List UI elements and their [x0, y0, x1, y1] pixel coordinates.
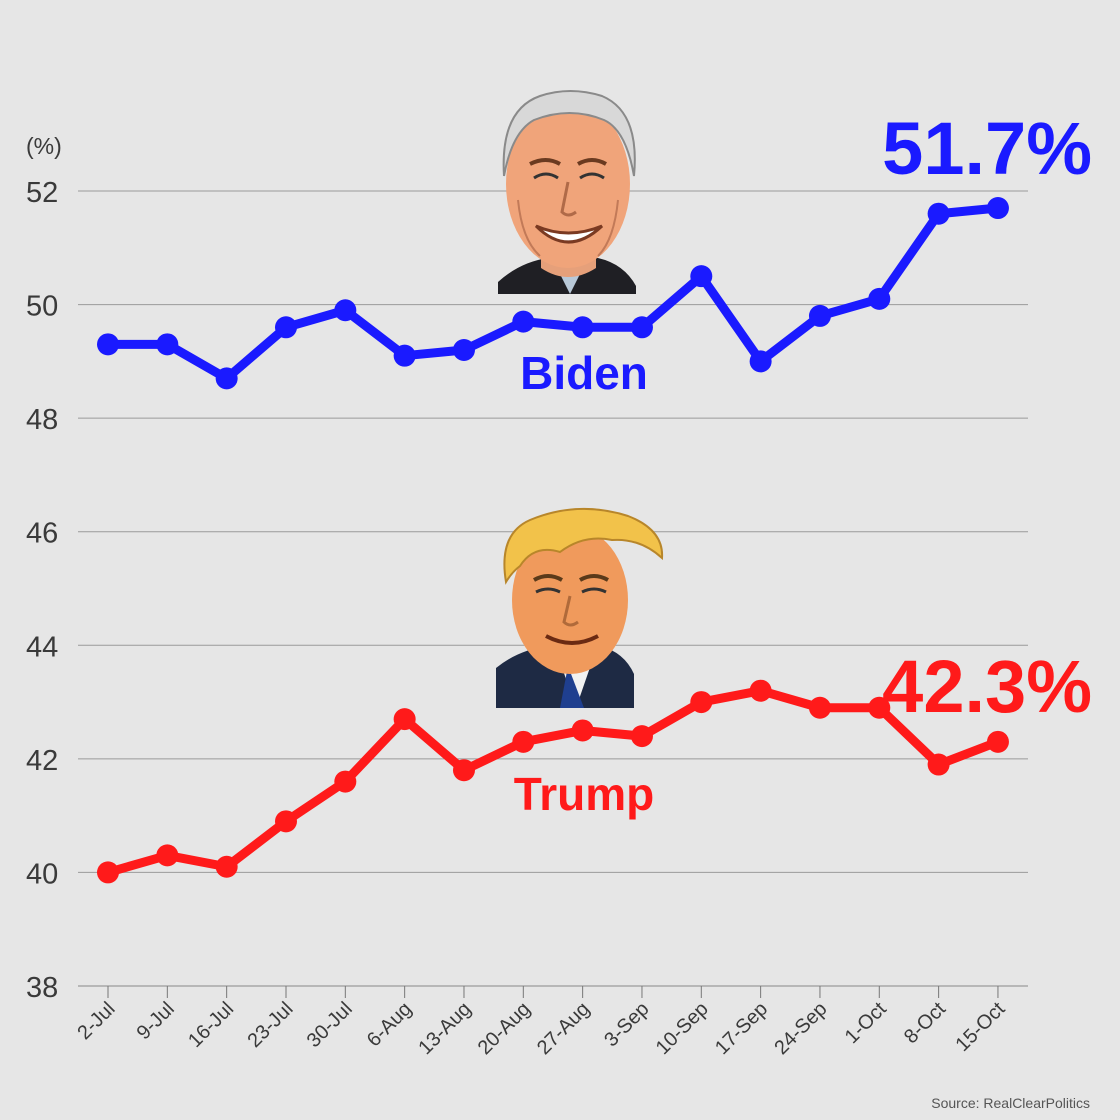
- data-point: [334, 299, 357, 322]
- data-point: [868, 287, 891, 310]
- data-point: [927, 753, 950, 776]
- data-point: [690, 691, 713, 714]
- data-point: [690, 265, 713, 288]
- x-tick-label: 3-Sep: [600, 998, 653, 1051]
- end-value-label: 42.3%: [882, 645, 1092, 728]
- x-tick-label: 24-Sep: [770, 998, 831, 1059]
- data-point: [749, 679, 772, 702]
- data-point: [97, 333, 119, 356]
- data-point: [512, 310, 535, 333]
- data-point: [452, 759, 475, 782]
- x-tick-label: 30-Jul: [303, 998, 357, 1052]
- y-tick-label: 44: [26, 631, 58, 663]
- source-note: Source: RealClearPolitics: [931, 1095, 1090, 1111]
- series-line: [103, 686, 1003, 877]
- data-point: [868, 696, 891, 719]
- x-tick-label: 17-Sep: [711, 998, 772, 1059]
- data-point: [808, 304, 831, 327]
- data-point: [334, 770, 357, 793]
- series-layer: Biden 51.7% Trump 42.3%: [97, 107, 1092, 884]
- x-tick-label: 23-Jul: [243, 998, 297, 1052]
- y-tick-label: 50: [26, 291, 58, 323]
- y-tick-label: 40: [26, 858, 58, 890]
- x-tick-label: 1-Oct: [841, 998, 891, 1048]
- series-name-label: Trump: [514, 768, 655, 820]
- x-tick-label: 13-Aug: [414, 998, 475, 1059]
- x-tick-label: 27-Aug: [533, 998, 594, 1059]
- data-point: [630, 316, 653, 339]
- trump-portrait-icon: [496, 507, 664, 708]
- y-axis: (%) 38 40 42 44 46 48 50 52: [26, 133, 62, 1004]
- x-tick-label: 9-Jul: [133, 998, 179, 1044]
- data-point: [97, 861, 119, 884]
- series-line: [103, 203, 1003, 383]
- data-point: [274, 810, 297, 833]
- y-tick-label: 48: [26, 404, 58, 436]
- y-tick-label: 46: [26, 518, 58, 550]
- data-point: [808, 696, 831, 719]
- data-point: [571, 719, 594, 742]
- data-point: [215, 367, 238, 390]
- data-point: [393, 708, 416, 731]
- data-point: [512, 730, 535, 753]
- data-point: [630, 725, 653, 748]
- x-tick-label: 16-Jul: [184, 998, 238, 1052]
- data-point: [986, 197, 1009, 220]
- data-point: [156, 844, 179, 867]
- data-point: [215, 855, 238, 878]
- y-tick-label: 38: [26, 972, 58, 1004]
- series-trump: Trump 42.3%: [97, 645, 1092, 884]
- x-tick-label: 10-Sep: [652, 998, 713, 1059]
- biden-portrait-icon: [498, 90, 636, 294]
- y-tick-label: 42: [26, 745, 58, 777]
- series-biden: Biden 51.7%: [97, 107, 1092, 399]
- data-point: [986, 730, 1009, 753]
- data-point: [393, 344, 416, 367]
- x-axis: 2-Jul 9-Jul 16-Jul 23-Jul 30-Jul 6-Aug13-Aug2…: [73, 986, 1010, 1059]
- series-name-label: Biden: [520, 347, 648, 399]
- data-point: [274, 316, 297, 339]
- y-unit-label: (%): [26, 133, 62, 159]
- y-tick-label: 52: [26, 177, 58, 209]
- x-tick-label: 8-Oct: [900, 998, 950, 1048]
- x-tick-label: 15-Oct: [951, 998, 1009, 1056]
- data-point: [571, 316, 594, 339]
- x-tick-label: 6-Aug: [363, 998, 416, 1051]
- x-tick-label: 20-Aug: [474, 998, 535, 1059]
- data-point: [749, 350, 772, 373]
- data-point: [927, 202, 950, 225]
- data-point: [156, 333, 179, 356]
- x-tick-label: 2-Jul: [73, 998, 119, 1044]
- end-value-label: 51.7%: [882, 107, 1092, 190]
- data-point: [452, 339, 475, 361]
